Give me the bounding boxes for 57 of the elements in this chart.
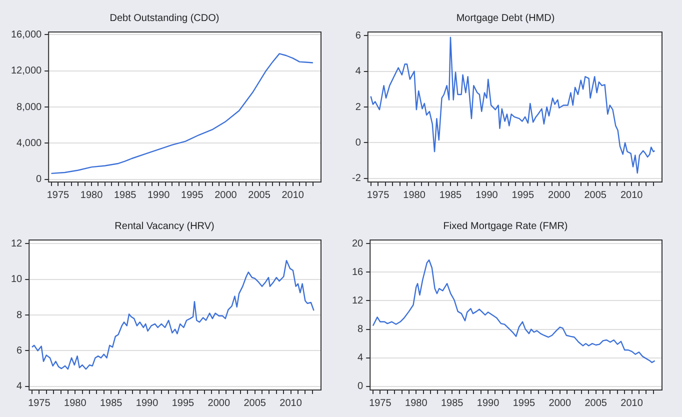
y-tick-label: 10 — [11, 274, 23, 286]
x-tick-label: 2005 — [584, 190, 607, 201]
x-tick-label: 1985 — [439, 190, 462, 201]
x-tick-label: 1995 — [512, 190, 534, 201]
y-tick-label: 2 — [355, 102, 362, 113]
y-tick-label: -2 — [352, 173, 362, 184]
x-tick-label: 1975 — [366, 190, 390, 201]
x-tick-label: 1980 — [405, 398, 428, 409]
x-tick-label: 1995 — [181, 190, 204, 201]
y-tick-label: 4 — [358, 352, 364, 364]
x-tick-label: 1990 — [476, 398, 500, 409]
x-tick-label: 2010 — [620, 190, 644, 201]
x-tick-label: 1975 — [369, 398, 392, 409]
y-tick-label: 4 — [355, 66, 362, 78]
chart-title: Fixed Mortgage Rate (FMR) — [443, 220, 568, 232]
y-tick-label: 0 — [36, 174, 42, 186]
x-tick-label: 2000 — [214, 190, 238, 201]
y-tick-label: 12,000 — [10, 66, 42, 77]
x-tick-label: 1985 — [114, 190, 137, 201]
y-tick-label: 12 — [11, 238, 23, 250]
y-tick-label: 16,000 — [10, 29, 42, 40]
chart-title: Mortgage Debt (HMD) — [456, 12, 555, 24]
y-tick-label: 0 — [358, 381, 364, 392]
x-tick-label: 2005 — [584, 398, 608, 409]
y-tick-label: 20 — [352, 238, 364, 250]
y-tick-label: 0 — [355, 137, 362, 148]
x-tick-label: 2000 — [208, 398, 230, 409]
y-tick-label: 8,000 — [16, 102, 42, 113]
x-tick-label: 1980 — [80, 190, 104, 201]
y-tick-label: 4 — [16, 381, 23, 392]
x-tick-label: 2010 — [620, 398, 644, 409]
y-tick-label: 6 — [16, 345, 23, 356]
x-tick-label: 1990 — [136, 398, 159, 409]
x-tick-label: 1975 — [28, 398, 51, 409]
x-tick-label: 1995 — [512, 398, 536, 409]
x-tick-label: 2000 — [548, 398, 572, 409]
y-tick-label: 12 — [352, 295, 364, 306]
x-tick-label: 1975 — [46, 190, 70, 201]
chart-title: Debt Outstanding (CDO) — [110, 12, 220, 24]
y-tick-label: 16 — [352, 266, 364, 278]
x-tick-label: 2005 — [244, 398, 266, 409]
x-tick-label: 1985 — [100, 398, 123, 409]
x-tick-label: 2010 — [282, 190, 304, 201]
chart-title: Rental Vacancy (HRV) — [114, 220, 214, 232]
x-tick-label: 1990 — [148, 190, 170, 201]
x-tick-label: 1980 — [64, 398, 87, 409]
x-tick-label: 1995 — [172, 398, 195, 409]
x-tick-label: 1990 — [476, 190, 498, 201]
x-tick-label: 1980 — [403, 190, 426, 201]
x-tick-label: 2005 — [248, 190, 271, 201]
y-tick-label: 6 — [355, 30, 362, 42]
y-tick-label: 8 — [16, 310, 23, 321]
x-tick-label: 2000 — [548, 190, 571, 201]
x-tick-label: 2010 — [280, 398, 302, 409]
y-tick-label: 4,000 — [16, 138, 42, 149]
x-tick-label: 1985 — [440, 398, 464, 409]
y-tick-label: 8 — [358, 324, 364, 336]
